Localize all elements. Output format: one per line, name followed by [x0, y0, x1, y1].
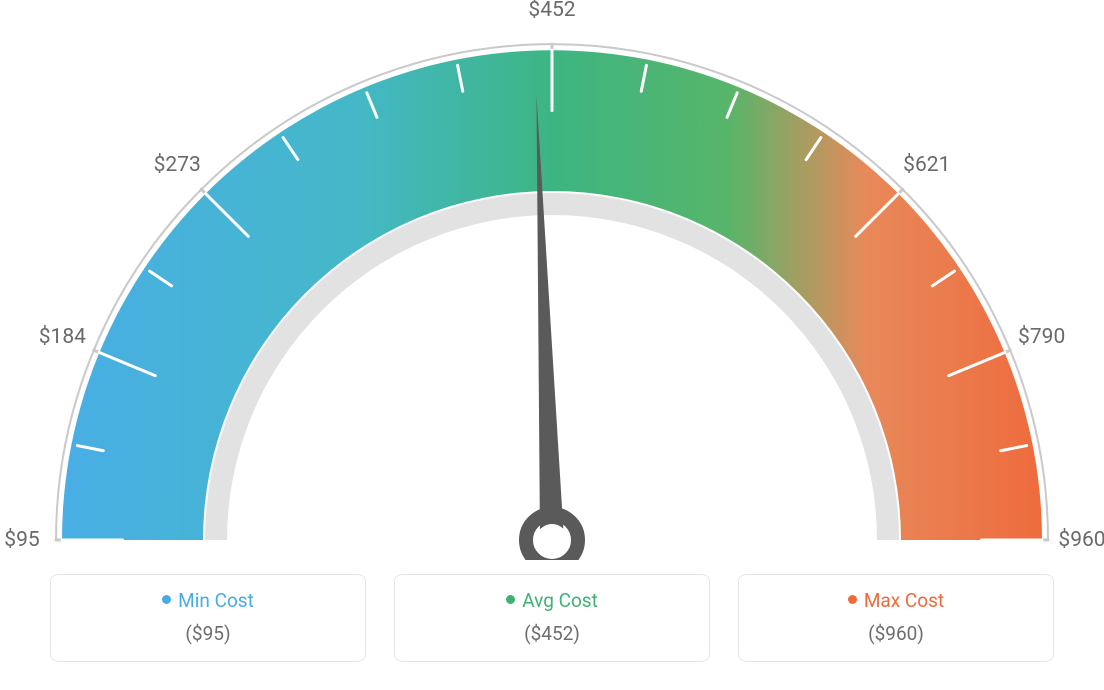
legend-max-value: ($960) [749, 622, 1043, 645]
legend-card-max: Max Cost ($960) [738, 574, 1054, 662]
gauge-tick-label: $273 [154, 153, 201, 177]
gauge-tick-label: $452 [528, 0, 575, 22]
legend-avg-title: Avg Cost [405, 589, 699, 612]
legend-row: Min Cost ($95) Avg Cost ($452) Max Cost … [50, 574, 1054, 662]
legend-min-title: Min Cost [61, 589, 355, 612]
legend-card-min: Min Cost ($95) [50, 574, 366, 662]
legend-min-label: Min Cost [178, 589, 254, 612]
legend-dot-icon [506, 595, 515, 604]
legend-dot-icon [848, 595, 857, 604]
gauge-tick-label: $790 [1018, 325, 1065, 349]
legend-card-avg: Avg Cost ($452) [394, 574, 710, 662]
gauge-tick-label: $184 [39, 325, 86, 349]
cost-gauge-widget: $95 $184 $273 $452 $621 $790 $960 Min Cost ($9… [0, 0, 1104, 690]
gauge-tick-label: $960 [1058, 528, 1104, 552]
gauge-tick-label: $621 [903, 153, 950, 177]
legend-max-label: Max Cost [864, 589, 944, 612]
legend-max-title: Max Cost [749, 589, 1043, 612]
gauge-tick-label: $95 [4, 528, 39, 552]
gauge-chart: $95 $184 $273 $452 $621 $790 $960 [0, 0, 1104, 560]
legend-min-value: ($95) [61, 622, 355, 645]
legend-dot-icon [162, 595, 171, 604]
legend-avg-value: ($452) [405, 622, 699, 645]
legend-avg-label: Avg Cost [522, 589, 598, 612]
